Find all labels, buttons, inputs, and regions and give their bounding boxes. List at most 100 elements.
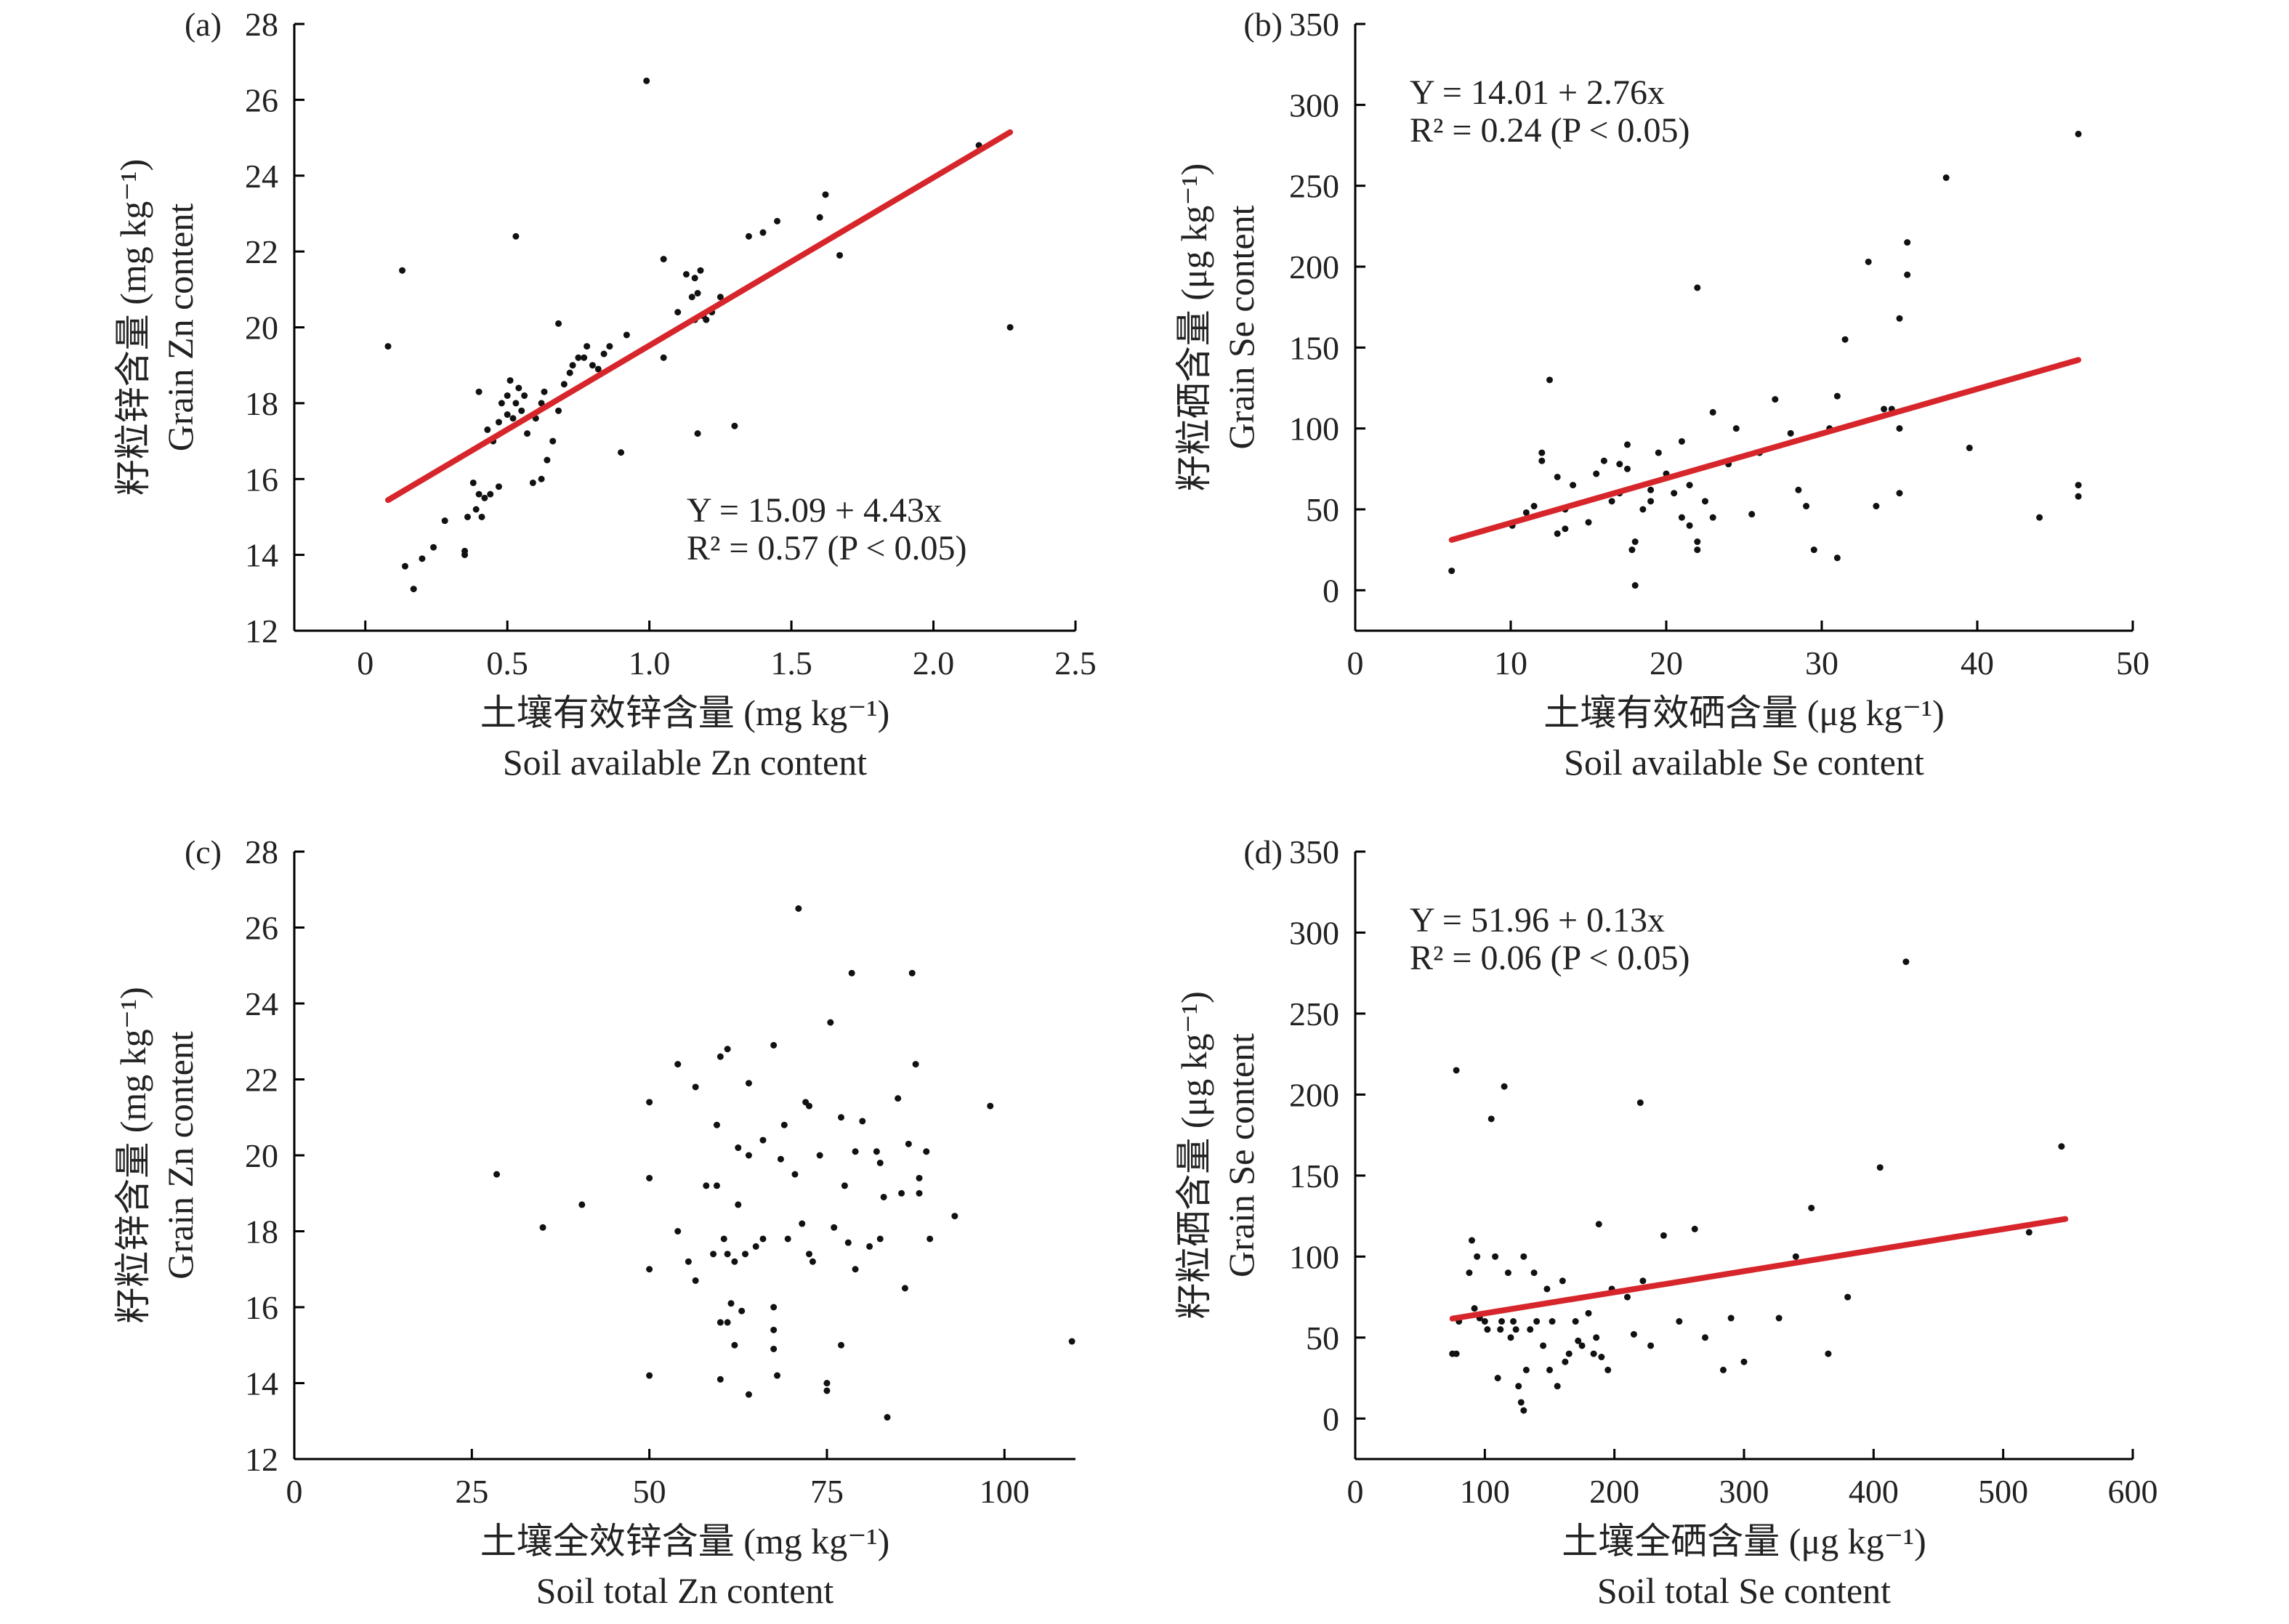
- panel-c-data-point: [703, 1182, 710, 1189]
- panel-b-data-point: [1585, 519, 1592, 526]
- panel-a-data-point: [549, 437, 557, 445]
- panel-b-data-point: [1678, 437, 1685, 445]
- panel-d-data-point: [1504, 1269, 1511, 1277]
- panel-a-x-tick-label: 0: [357, 645, 374, 682]
- panel-c-data-point: [493, 1171, 501, 1178]
- panel-d-data-point: [1497, 1326, 1504, 1333]
- panel-d-x-tick-label: 300: [1719, 1473, 1769, 1510]
- panel-d-data-point: [1487, 1115, 1495, 1123]
- panel-d-x-tick-label: 100: [1460, 1473, 1510, 1510]
- panel-b-data-point: [1896, 425, 1903, 432]
- panel-a-data-point: [623, 331, 630, 339]
- panel-d-data-point: [1719, 1366, 1727, 1373]
- panel-b-data-point: [1810, 546, 1817, 554]
- panel-c-label: (c): [185, 833, 222, 870]
- panel-d-data-point: [1453, 1350, 1460, 1357]
- panel-a-data-point: [487, 490, 494, 498]
- panel-c-data-point: [905, 1140, 912, 1147]
- panel-b-data-point: [1694, 538, 1701, 546]
- panel-c-x-tick-label: 100: [980, 1473, 1030, 1510]
- panel-d-data-point: [1598, 1354, 1605, 1361]
- panel-d-data-point: [1702, 1334, 1708, 1341]
- panel-c-data-point: [866, 1243, 873, 1250]
- panel-a-data-point: [524, 430, 531, 437]
- panel-b-data-point: [1538, 457, 1546, 464]
- panel-d-data-point: [1498, 1318, 1506, 1325]
- panel-d-data-point: [1481, 1318, 1488, 1325]
- panel-b-y-tick-label: 250: [1289, 168, 1339, 205]
- panel-a-data-point: [498, 400, 505, 407]
- panel-d-data-point: [1474, 1253, 1481, 1260]
- panel-d-data-point: [1492, 1253, 1499, 1260]
- panel-d-data-point: [1727, 1314, 1735, 1322]
- panel-a-data-point: [555, 407, 562, 414]
- panel-c-data-point: [774, 1372, 781, 1379]
- panel-b-data-point: [1639, 506, 1647, 513]
- panel-d-data-point: [1572, 1318, 1579, 1325]
- panel-c-x-tick-label: 75: [810, 1473, 844, 1510]
- panel-d-data-point: [1595, 1221, 1602, 1228]
- panel-c-data-point: [926, 1235, 934, 1243]
- panel-a-data-point: [419, 555, 426, 562]
- panel-d-x-tick-label: 0: [1347, 1473, 1364, 1510]
- panel-b-y-title-zh: 籽粒硒含量 (μg kg⁻¹): [1174, 163, 1214, 492]
- panel-a-x-tick-label: 1.0: [629, 645, 671, 682]
- panel-b-y-tick-label: 300: [1289, 86, 1339, 124]
- panel-d-data-point: [1507, 1334, 1514, 1341]
- panel-a-data-point: [691, 275, 698, 282]
- panel-a-r-squared: R² = 0.57 (P < 0.05): [687, 529, 966, 567]
- panel-d-y-tick-label: 0: [1323, 1400, 1339, 1437]
- panel-a-data-point: [538, 400, 545, 407]
- panel-b-data-point: [1678, 514, 1685, 521]
- panel-d-data-point: [1578, 1342, 1586, 1349]
- panel-b-data-point: [1904, 271, 1911, 278]
- panel-c-y-tick-label: 22: [245, 1062, 278, 1099]
- panel-a-data-point: [581, 354, 588, 361]
- panel-c-data-point: [784, 1235, 791, 1243]
- panel-a-data-point: [816, 214, 823, 221]
- panel-d-data-point: [1792, 1253, 1799, 1260]
- panel-b-data-point: [1631, 582, 1639, 589]
- panel-c-data-point: [916, 1189, 923, 1197]
- panel-a-data-point: [774, 217, 781, 225]
- panel-c-data-point: [646, 1372, 653, 1379]
- panel-d-data-point: [1740, 1358, 1748, 1365]
- panel-c-data-point: [823, 1380, 831, 1386]
- panel-c-data-point: [795, 905, 802, 912]
- panel-b-data-point: [2075, 493, 2082, 500]
- panel-c-data-point: [759, 1136, 767, 1144]
- panel-b-y-tick-label: 50: [1306, 491, 1339, 528]
- panel-c-data-point: [724, 1251, 731, 1258]
- panel-d-data-point: [1590, 1350, 1597, 1357]
- panel-a-data-point: [478, 513, 485, 520]
- panel-b-data-point: [1772, 396, 1779, 403]
- panel-c-data-point: [852, 1266, 859, 1273]
- panel-b-data-point: [1554, 473, 1561, 480]
- panel-b-x-tick-label: 30: [1805, 645, 1838, 682]
- panel-c-data-point: [916, 1174, 923, 1181]
- panel-c-y-tick-label: 20: [245, 1137, 278, 1174]
- panel-a-y-tick-label: 24: [245, 158, 278, 195]
- panel-a: 12 14 16 18 20 22 24 26 28 0 0.5 1.0 1.5 2.0 2.5 (a) 土壤有…: [113, 6, 1097, 783]
- panel-a-data-point: [555, 320, 562, 327]
- panel-c-data-point: [674, 1061, 682, 1068]
- panel-d-data-point: [1546, 1366, 1553, 1373]
- panel-b-y-tick-label: 0: [1323, 572, 1339, 609]
- panel-d-r-squared: R² = 0.06 (P < 0.05): [1410, 939, 1690, 977]
- panel-d-x-title-en: Soil total Se content: [1597, 1570, 1891, 1611]
- panel-b-data-point: [1904, 239, 1911, 246]
- panel-a-data-point: [515, 384, 522, 392]
- panel-d-data-point: [1639, 1277, 1647, 1285]
- panel-d-data-point: [1559, 1277, 1566, 1285]
- panel-a-data-point: [509, 415, 517, 422]
- panel-a-data-point: [566, 369, 573, 376]
- panel-a-regression-line: [385, 129, 1014, 504]
- panel-d-data-point: [1554, 1383, 1561, 1390]
- panel-c-data-point: [823, 1387, 831, 1394]
- panel-a-data-point: [441, 517, 448, 525]
- panel-d-data-point: [1527, 1326, 1534, 1333]
- panel-b-data-point: [1881, 405, 1888, 413]
- panel-c-data-point: [738, 1307, 746, 1314]
- panel-b-data-point: [1655, 449, 1662, 456]
- panel-a-data-point: [410, 586, 417, 593]
